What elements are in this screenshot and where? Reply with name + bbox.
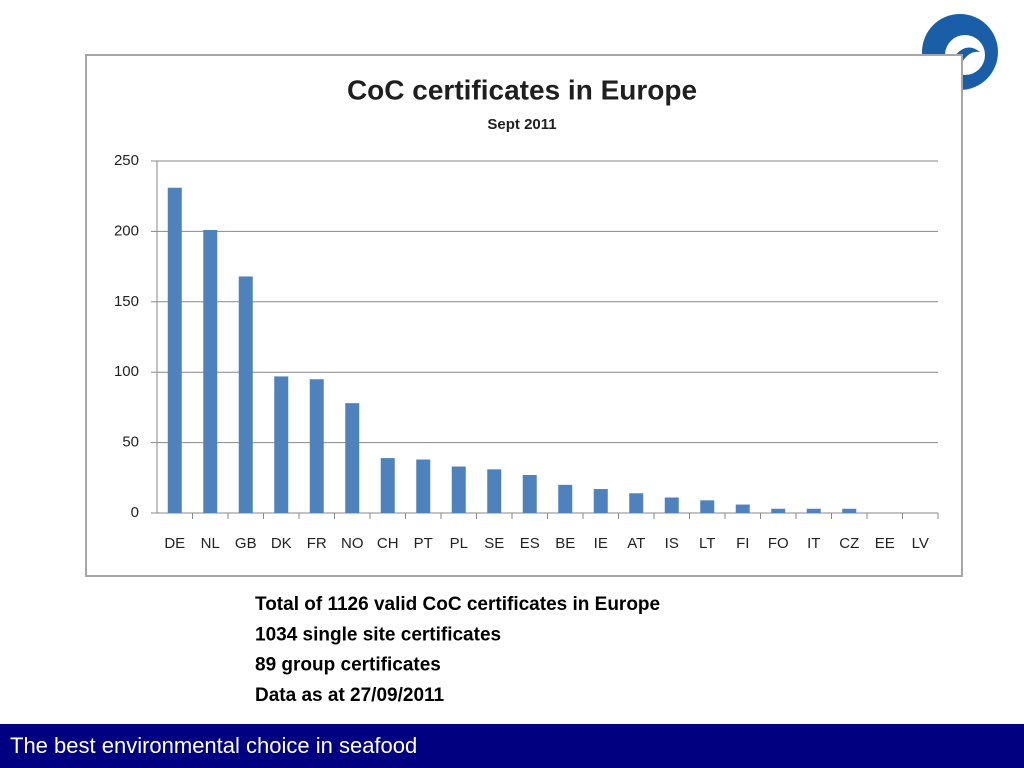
- bar: [664, 497, 679, 513]
- note-line: 89 group certificates: [255, 655, 441, 676]
- bar: [345, 403, 360, 513]
- x-tick-label: BE: [555, 535, 575, 552]
- bar: [593, 489, 608, 513]
- y-tick-label: 150: [114, 293, 139, 310]
- bar: [487, 469, 502, 513]
- x-tick-label: FO: [768, 535, 789, 552]
- note-line: 1034 single site certificates: [255, 624, 501, 645]
- y-tick-label: 250: [114, 152, 139, 169]
- y-tick-label: 100: [114, 363, 139, 380]
- y-tick-label: 200: [114, 222, 139, 239]
- bar: [167, 187, 182, 513]
- x-tick-label: CH: [377, 535, 399, 552]
- x-tick-label: LT: [699, 535, 715, 552]
- chart-title: CoC certificates in Europe: [347, 74, 697, 105]
- x-tick-label: CZ: [839, 535, 859, 552]
- x-tick-label: DE: [164, 535, 185, 552]
- x-tick-label: EE: [875, 535, 895, 552]
- x-tick-label: AT: [627, 535, 645, 552]
- x-tick-label: PT: [414, 535, 433, 552]
- bar: [522, 474, 537, 513]
- y-tick-label: 0: [131, 504, 139, 521]
- bar: [451, 466, 466, 513]
- x-tick-label: IS: [665, 535, 679, 552]
- x-tick-label: IT: [807, 535, 820, 552]
- x-tick-label: IE: [594, 535, 608, 552]
- bar: [380, 458, 395, 513]
- y-tick-label: 50: [122, 434, 139, 451]
- x-tick-label: PL: [450, 535, 468, 552]
- note-line: Total of 1126 valid CoC certificates in …: [255, 594, 660, 615]
- x-tick-label: NO: [341, 535, 364, 552]
- chart-subtitle: Sept 2011: [487, 116, 556, 133]
- footer-bar: [0, 724, 1024, 768]
- x-tick-label: SE: [484, 535, 504, 552]
- x-tick-label: ES: [520, 535, 540, 552]
- bar: [416, 459, 431, 513]
- bar: [735, 504, 750, 513]
- note-line: Data as at 27/09/2011: [255, 685, 445, 706]
- x-tick-label: NL: [201, 535, 220, 552]
- bar: [629, 493, 644, 513]
- bar: [700, 500, 715, 513]
- bar: [309, 379, 324, 513]
- bar: [238, 276, 253, 513]
- bar: [806, 508, 821, 513]
- x-tick-label: GB: [235, 535, 257, 552]
- x-tick-label: LV: [912, 535, 929, 552]
- bar: [274, 376, 289, 513]
- bar: [771, 508, 786, 513]
- footer-text: The best environmental choice in seafood: [10, 733, 417, 758]
- bar: [558, 484, 573, 513]
- bar: [842, 508, 857, 513]
- x-tick-label: FR: [307, 535, 327, 552]
- x-tick-label: FI: [736, 535, 749, 552]
- bar: [203, 229, 218, 513]
- notes: Total of 1126 valid CoC certificates in …: [255, 594, 660, 706]
- x-tick-label: DK: [271, 535, 292, 552]
